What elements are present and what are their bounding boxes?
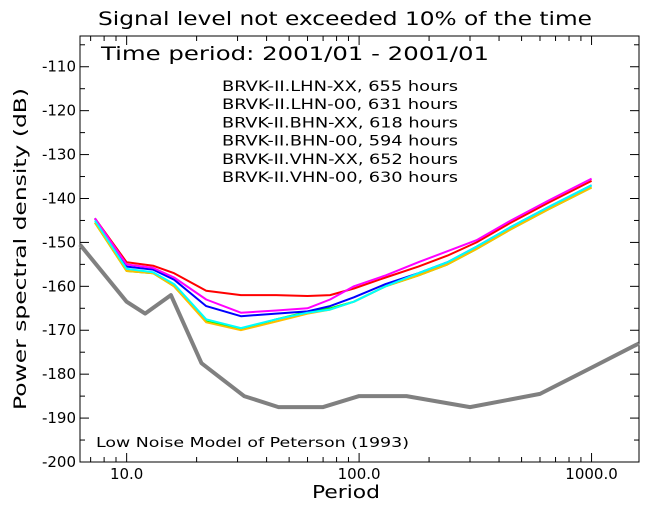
series-lines (94, 177, 593, 332)
legend-entry-3: BRVK-II.BHN-XX, 618 hours (222, 115, 458, 131)
y-tick-label: -150 (42, 233, 76, 251)
y-tick-label: -130 (42, 146, 76, 164)
y-tick-label: -110 (42, 58, 76, 76)
legend-entry-1: BRVK-II.LHN-XX, 655 hours (222, 79, 458, 95)
series-line-4 (94, 186, 593, 332)
chart-title: Signal level not exceeded 10% of the tim… (98, 8, 592, 30)
x-tick-label: 100.0 (338, 465, 381, 483)
series-line-6 (94, 184, 593, 330)
reference-model-line (78, 243, 640, 410)
legend-entry-5: BRVK-II.VHN-XX, 652 hours (222, 152, 458, 168)
y-tick-label: -200 (42, 453, 76, 471)
y-tick-label: -170 (42, 321, 76, 339)
x-axis: 10.0 100.0 1000.0 (90, 36, 618, 483)
y-axis: -110 -120 -130 -140 -150 -160 -170 -180 -190 -200 (42, 44, 639, 471)
series-line-5 (94, 177, 593, 314)
y-tick-label: -180 (42, 365, 76, 383)
legend: BRVK-II.LHN-XX, 655 hours BRVK-II.LHN-00,… (222, 79, 458, 186)
series-line-1 (94, 180, 593, 297)
x-axis-label: Period (312, 482, 380, 503)
reference-model (78, 243, 640, 410)
y-tick-label: -190 (42, 409, 76, 427)
y-axis-label: Power spectral density (dB) (11, 88, 31, 410)
legend-entry-6: BRVK-II.VHN-00, 630 hours (222, 170, 458, 186)
y-tick-label: -140 (42, 189, 76, 207)
series-line-2 (94, 186, 593, 331)
x-tick-label: 10.0 (110, 465, 143, 483)
legend-entry-2: BRVK-II.LHN-00, 631 hours (222, 97, 458, 113)
legend-entry-4: BRVK-II.BHN-00, 594 hours (222, 134, 458, 150)
reference-model-label: Low Noise Model of Peterson (1993) (96, 436, 409, 451)
y-tick-label: -120 (42, 102, 76, 120)
chart-subtitle: Time period: 2001/01 - 2001/01 (100, 43, 489, 65)
y-tick-label: -160 (42, 277, 76, 295)
x-tick-label: 1000.0 (565, 465, 618, 483)
